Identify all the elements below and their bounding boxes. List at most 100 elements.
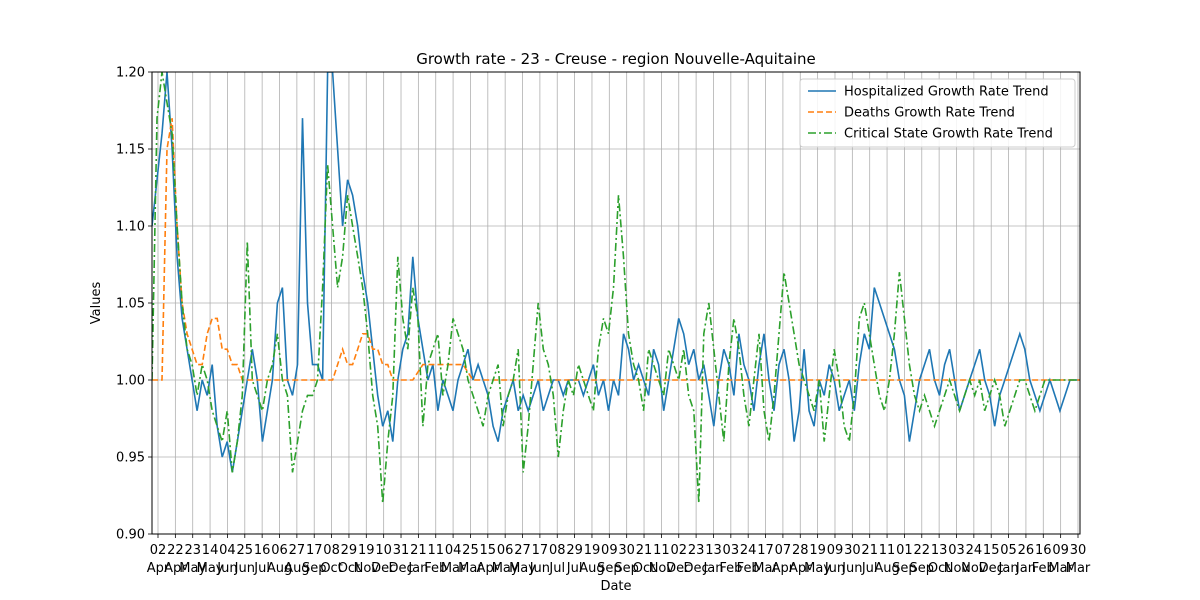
x-tick-month-label: Mar [441, 561, 466, 576]
x-tick-month-label: Nov [354, 561, 380, 576]
x-tick-month-label: Jan [407, 561, 428, 576]
x-tick-day-label: 23 [688, 543, 705, 558]
series-line-3 [152, 72, 1080, 504]
x-tick-month-label: Mar [458, 561, 483, 576]
legend-label: Deaths Growth Rate Trend [844, 106, 1015, 121]
x-tick-month-label: Sep [302, 561, 327, 576]
x-tick-day-label: 04 [219, 543, 236, 558]
x-tick-day-label: 30 [618, 543, 635, 558]
x-tick-month-label: Aug [267, 561, 292, 576]
x-tick-day-label: 06 [497, 543, 514, 558]
x-tick-month-label: Jan [998, 561, 1019, 576]
x-tick-month-label: Jul [861, 561, 878, 576]
x-tick-month-label: Aug [579, 561, 604, 576]
x-tick-day-label: 07 [775, 543, 792, 558]
x-tick-month-label: Oct [320, 561, 342, 576]
x-tick-day-label: 11 [427, 543, 444, 558]
x-tick-day-label: 09 [601, 543, 618, 558]
legend-box [799, 78, 1076, 148]
x-tick-day-label: 19 [809, 543, 826, 558]
x-tick-day-label: 22 [914, 543, 931, 558]
x-tick-day-label: 15 [983, 543, 1000, 558]
y-tick-label: 1.15 [116, 143, 145, 158]
x-tick-month-label: Oct [928, 561, 950, 576]
x-axis-ticks: 02Apr22Apr23May14May04Jun25Jun16Jul06Aug… [147, 534, 1091, 576]
x-tick-month-label: Feb [424, 561, 447, 576]
x-tick-day-label: 24 [740, 543, 757, 558]
x-tick-day-label: 04 [445, 543, 462, 558]
x-tick-day-label: 21 [861, 543, 878, 558]
x-tick-month-label: Apr [789, 561, 812, 576]
x-tick-month-label: Apr [772, 561, 795, 576]
x-tick-month-label: Jul [566, 561, 583, 576]
y-tick-label: 1.20 [116, 66, 145, 81]
y-tick-label: 1.05 [116, 297, 145, 312]
x-tick-month-label: Jun [824, 561, 845, 576]
series-line-1 [152, 72, 1080, 473]
x-tick-month-label: Oct [338, 561, 360, 576]
x-tick-day-label: 16 [1035, 543, 1052, 558]
x-tick-month-label: Sep [614, 561, 639, 576]
x-tick-day-label: 13 [705, 543, 722, 558]
legend-label: Critical State Growth Rate Trend [844, 127, 1053, 142]
x-tick-month-label: Mar [1066, 561, 1091, 576]
x-tick-month-label: Jan [702, 561, 723, 576]
x-tick-month-label: Jan [1015, 561, 1036, 576]
x-tick-day-label: 22 [167, 543, 184, 558]
x-tick-day-label: 29 [341, 543, 358, 558]
x-tick-month-label: Mar [1048, 561, 1073, 576]
x-axis-title: Date [600, 579, 631, 594]
x-tick-day-label: 24 [966, 543, 983, 558]
x-tick-month-label: Nov [944, 561, 970, 576]
x-tick-day-label: 09 [827, 543, 844, 558]
x-tick-month-label: May [197, 561, 224, 576]
x-tick-day-label: 19 [584, 543, 601, 558]
x-tick-month-label: Apr [164, 561, 187, 576]
x-tick-day-label: 05 [1000, 543, 1017, 558]
series-lines [152, 72, 1080, 504]
y-tick-label: 1.00 [116, 374, 145, 389]
x-tick-day-label: 26 [1018, 543, 1035, 558]
x-tick-day-label: 25 [462, 543, 479, 558]
x-tick-month-label: Aug [284, 561, 309, 576]
x-tick-day-label: 16 [254, 543, 271, 558]
x-tick-month-label: Aug [874, 561, 899, 576]
x-tick-day-label: 19 [358, 543, 375, 558]
x-tick-day-label: 10 [375, 543, 392, 558]
x-tick-month-label: Oct [633, 561, 655, 576]
x-tick-day-label: 02 [670, 543, 687, 558]
x-tick-month-label: Sep [910, 561, 935, 576]
x-tick-month-label: Jun [529, 561, 550, 576]
x-tick-month-label: Dec [666, 561, 691, 576]
x-tick-day-label: 23 [184, 543, 201, 558]
x-tick-day-label: 09 [1052, 543, 1069, 558]
x-tick-month-label: Jun [234, 561, 255, 576]
y-axis-ticks: 0.90 0.95 1.00 1.05 1.10 1.15 1.20 [116, 66, 152, 543]
x-tick-day-label: 27 [289, 543, 306, 558]
x-tick-month-label: Apr [147, 561, 170, 576]
x-tick-month-label: Dec [979, 561, 1004, 576]
x-tick-day-label: 02 [150, 543, 167, 558]
x-tick-day-label: 27 [514, 543, 531, 558]
x-tick-day-label: 03 [723, 543, 740, 558]
x-tick-day-label: 08 [323, 543, 340, 558]
chart-legend: Hospitalized Growth Rate Trend Deaths Gro… [799, 78, 1076, 148]
chart-title: Growth rate - 23 - Creuse - region Nouve… [416, 50, 816, 68]
x-tick-month-label: Sep [597, 561, 622, 576]
x-tick-month-label: Jul [253, 561, 270, 576]
x-tick-month-label: Feb [737, 561, 760, 576]
x-tick-month-label: May [804, 561, 831, 576]
x-tick-month-label: Jun [216, 561, 237, 576]
x-tick-day-label: 28 [792, 543, 809, 558]
x-tick-day-label: 29 [566, 543, 583, 558]
x-tick-month-label: May [492, 561, 519, 576]
x-tick-month-label: May [509, 561, 536, 576]
series-line-2 [152, 118, 1080, 381]
x-tick-month-label: Feb [719, 561, 742, 576]
x-tick-month-label: Dec [388, 561, 413, 576]
x-tick-day-label: 03 [948, 543, 965, 558]
x-tick-day-label: 01 [896, 543, 913, 558]
x-tick-day-label: 06 [271, 543, 288, 558]
x-tick-day-label: 30 [1070, 543, 1087, 558]
